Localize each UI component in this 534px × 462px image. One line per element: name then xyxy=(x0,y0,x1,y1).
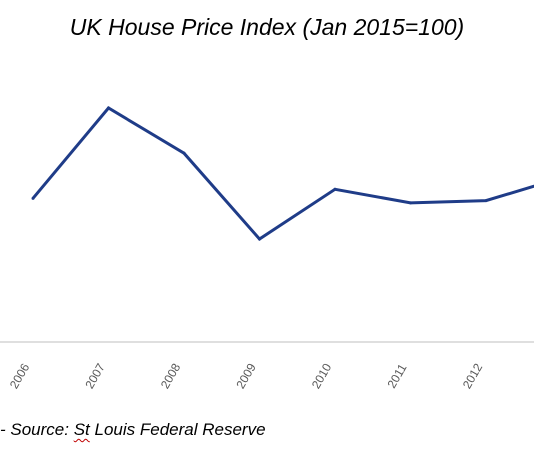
data-point-2006 xyxy=(31,196,35,200)
x-tick-label: 2012 xyxy=(460,361,486,391)
x-tick-label: 2009 xyxy=(233,361,259,391)
x-tick-label: 2006 xyxy=(7,361,33,391)
data-point-2009 xyxy=(258,237,261,241)
source-underlined-word: St xyxy=(73,420,90,439)
data-point-2008 xyxy=(182,151,186,155)
data-point-2007 xyxy=(107,106,110,110)
data-point-2011 xyxy=(409,201,412,205)
data-point-2012 xyxy=(484,199,488,203)
x-tick-label: 2011 xyxy=(385,361,410,391)
source-note: - Source: St Louis Federal Reserve xyxy=(0,420,266,440)
source-prefix: - Source: xyxy=(0,420,74,439)
x-tick-label: 2010 xyxy=(309,361,335,391)
x-tick-label: 2007 xyxy=(82,361,108,391)
chart-title: UK House Price Index (Jan 2015=100) xyxy=(69,14,465,40)
data-point-2010 xyxy=(333,187,337,191)
source-remainder: Louis Federal Reserve xyxy=(89,420,266,439)
x-tick-label: 2008 xyxy=(158,361,184,391)
series-line xyxy=(31,106,534,241)
